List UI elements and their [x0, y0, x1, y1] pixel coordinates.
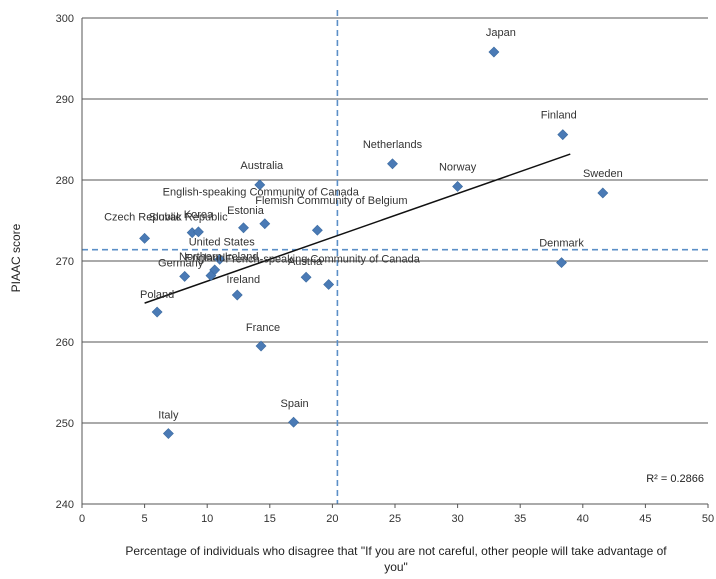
- data-point: [193, 226, 204, 238]
- x-axis-title-line-2: you": [384, 560, 408, 574]
- point-label: Slovak Republic: [149, 212, 228, 224]
- point-label: Japan: [486, 27, 516, 39]
- data-point: [254, 179, 266, 191]
- r-squared-label: R² = 0.2866: [646, 473, 704, 485]
- point-label: Flemish Community of Belgium: [255, 195, 407, 207]
- x-tick-label: 30: [451, 513, 463, 525]
- point-label: Germany: [158, 257, 204, 269]
- point-label: Austria: [288, 256, 323, 268]
- x-tick-label: 0: [79, 513, 85, 525]
- trendline: [144, 153, 571, 304]
- data-point: [556, 257, 567, 269]
- y-tick-label: 260: [56, 337, 74, 349]
- x-tick-label: 40: [577, 513, 589, 525]
- reference-lines: [82, 10, 708, 504]
- y-tick-label: 280: [56, 175, 74, 187]
- x-tick-label: 50: [702, 513, 714, 525]
- point-label: Korea: [184, 209, 214, 221]
- data-point: [387, 158, 398, 170]
- data-point: [205, 270, 217, 282]
- axes: 240 250 260 270 280 290 300 0 5 10 15 20 25 30 35 40 45 5…: [56, 13, 714, 525]
- data-point: [452, 181, 464, 192]
- y-tick-label: 300: [56, 13, 74, 25]
- data-point: [311, 224, 323, 236]
- y-tick-label: 290: [56, 94, 74, 106]
- point-label: Spain: [281, 398, 309, 410]
- point-label: Poland: [140, 289, 174, 301]
- y-tick-label: 270: [56, 256, 74, 268]
- point-label: United States: [189, 236, 256, 248]
- point-label: Finland: [541, 110, 577, 122]
- data-point: [162, 428, 174, 439]
- point-label: Ireland: [226, 274, 260, 286]
- point-label: Norway: [439, 161, 477, 173]
- data-point: [255, 340, 267, 352]
- data-point: [288, 416, 300, 428]
- x-tick-label: 20: [326, 513, 338, 525]
- data-point: [214, 253, 226, 265]
- point-label: Denmark: [539, 238, 584, 250]
- point-label: Australia: [240, 160, 284, 172]
- data-point: [300, 271, 312, 283]
- data-point: [323, 279, 335, 290]
- point-label: Netherlands: [363, 139, 423, 151]
- x-tick-label: 10: [201, 513, 213, 525]
- data-point: [597, 187, 609, 199]
- point-label: England: [185, 253, 225, 265]
- point-label: French-speaking Community of Canada: [225, 253, 420, 265]
- data-point: [231, 289, 243, 301]
- data-point: [238, 222, 249, 234]
- gridlines: [82, 17, 708, 505]
- x-axis-title-line-1: Percentage of individuals who disagree t…: [125, 544, 667, 558]
- point-label: France: [246, 322, 280, 334]
- trendline-layer: [144, 153, 571, 304]
- point-label: Northern Ireland: [179, 251, 259, 263]
- data-point: [139, 232, 151, 244]
- point-label: English-speaking Community of Canada: [163, 187, 360, 199]
- point-label: Sweden: [583, 168, 623, 180]
- x-tick-label: 15: [264, 513, 276, 525]
- x-tick-label: 35: [514, 513, 526, 525]
- point-label: Estonia: [227, 205, 265, 217]
- x-tick-label: 25: [389, 513, 401, 525]
- y-tick-label: 250: [56, 418, 74, 430]
- point-label: Czech Republic: [104, 211, 182, 223]
- y-axis-title: PIAAC score: [9, 223, 23, 292]
- x-tick-label: 45: [639, 513, 651, 525]
- y-tick-label: 240: [56, 499, 74, 511]
- point-labels: Japan Finland Netherlands Norway Sweden Austr…: [104, 27, 623, 422]
- data-points: [139, 46, 609, 439]
- data-point: [557, 129, 569, 141]
- data-point: [259, 218, 271, 230]
- data-point: [179, 270, 191, 282]
- data-point: [488, 46, 500, 58]
- data-point: [151, 306, 163, 318]
- point-label: Italy: [158, 410, 179, 422]
- x-tick-label: 5: [142, 513, 148, 525]
